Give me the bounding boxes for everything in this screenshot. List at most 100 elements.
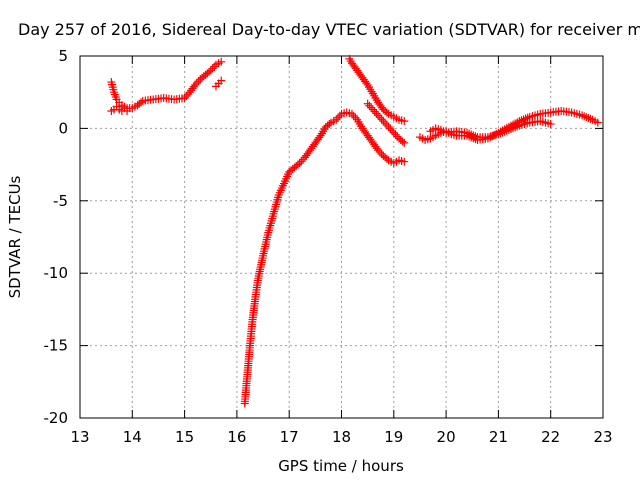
y-axis-label: SDTVAR / TECUs: [6, 175, 24, 298]
data-point-interp: [377, 115, 386, 124]
data-point-interp: [292, 162, 301, 171]
data-point-interp: [303, 149, 312, 158]
x-axis-label: GPS time / hours: [278, 457, 404, 475]
data-point-interp: [111, 93, 120, 102]
data-point-interp: [365, 101, 374, 110]
data-point-interp: [325, 120, 334, 129]
y-tick-label: -20: [44, 409, 69, 427]
data-point-interp: [286, 166, 295, 175]
y-tick-label: 5: [58, 47, 68, 65]
data-point-interp: [388, 126, 397, 135]
data-point-interp: [397, 156, 406, 165]
x-tick-label: 18: [332, 428, 351, 446]
data-point-interp: [323, 121, 332, 130]
data-point-interp: [367, 103, 376, 112]
data-point-interp: [146, 95, 155, 104]
series-7: [415, 107, 602, 144]
data-point-interp: [297, 157, 306, 166]
data-point-interp: [135, 99, 144, 108]
data-point-interp: [345, 109, 354, 118]
data-point-interp: [205, 67, 214, 76]
data-point-interp: [293, 160, 302, 169]
data-point-interp: [396, 135, 405, 144]
x-tick-label: 19: [384, 428, 403, 446]
data-point-interp: [382, 121, 391, 130]
data-point-interp: [308, 142, 317, 151]
data-point-interp: [481, 133, 490, 142]
data-point-interp: [439, 127, 448, 136]
x-tick-label: 20: [437, 428, 456, 446]
data-point-interp: [198, 73, 207, 82]
data-point-interp: [371, 142, 380, 151]
data-point-interp: [544, 108, 553, 117]
data-point-interp: [382, 108, 391, 117]
data-point-interp: [188, 84, 197, 93]
data-point-interp: [370, 107, 379, 116]
data-point-interp: [502, 126, 511, 135]
data-point-interp: [513, 122, 522, 131]
series-2: [107, 102, 132, 116]
x-tick-labels: 13 14 15 16 17 18 19 20 21 22 23: [70, 428, 612, 446]
data-point-interp: [381, 153, 390, 162]
data-point-interp: [386, 124, 395, 133]
data-point-interp: [418, 134, 427, 143]
data-point-interp: [423, 135, 432, 144]
data-point: [389, 128, 398, 137]
data-point-interp: [313, 135, 322, 144]
data-point-interp: [361, 77, 370, 86]
data-point: [368, 105, 377, 114]
data-point-interp: [392, 157, 401, 166]
data-point-interp: [361, 128, 370, 137]
data-point-interp: [109, 85, 118, 94]
data-point-interp: [335, 111, 344, 120]
data-point-interp: [334, 113, 343, 122]
series-6: [363, 99, 409, 147]
y-tick-label: -10: [44, 264, 69, 282]
y-tick-label: -15: [44, 337, 69, 355]
data-point: [374, 111, 383, 120]
data-point-interp: [377, 149, 386, 158]
axis-ticks: [79, 55, 604, 419]
data-point-interp: [274, 193, 283, 202]
data-point-interp: [460, 128, 469, 137]
data-point-interp: [376, 101, 385, 110]
y-tick-label: -5: [53, 192, 68, 210]
data-point-interp: [182, 92, 191, 101]
data-point-interp: [372, 109, 381, 118]
data-point-interp: [397, 116, 406, 125]
x-tick-label: 17: [280, 428, 299, 446]
data-point-interp: [429, 125, 438, 134]
data-point-interp: [208, 64, 217, 73]
data-point-interp: [565, 108, 574, 117]
data-point-interp: [367, 87, 376, 96]
data-point-interp: [393, 132, 402, 141]
data-point-interp: [194, 77, 203, 86]
data-point-interp: [586, 114, 595, 123]
data-point-interp: [533, 110, 542, 119]
data-point-interp: [375, 148, 384, 157]
data-point-interp: [391, 130, 400, 139]
series-3: [211, 76, 226, 91]
data-point-interp: [203, 69, 212, 78]
data-point-interp: [523, 119, 532, 128]
data-point: [123, 107, 132, 116]
data-point-interp: [351, 113, 360, 122]
data-point-interp: [398, 137, 407, 146]
data-point-interp: [253, 278, 262, 287]
x-tick-label: 23: [593, 428, 612, 446]
x-tick-label: 15: [175, 428, 194, 446]
data-point-interp: [471, 132, 480, 141]
data-point-interp: [278, 181, 287, 190]
data-point-interp: [258, 254, 267, 263]
data-point-interp: [130, 102, 139, 111]
data-point-interp: [429, 133, 438, 142]
data-point-interp: [491, 130, 500, 139]
x-tick-label: 21: [489, 428, 508, 446]
data-point-interp: [575, 110, 584, 119]
data-point-interp: [214, 59, 223, 68]
data-point-interp: [544, 119, 553, 128]
x-tick-label: 16: [227, 428, 246, 446]
data-point-interp: [387, 111, 396, 120]
chart-title: Day 257 of 2016, Sidereal Day-to-day VTE…: [18, 20, 640, 39]
